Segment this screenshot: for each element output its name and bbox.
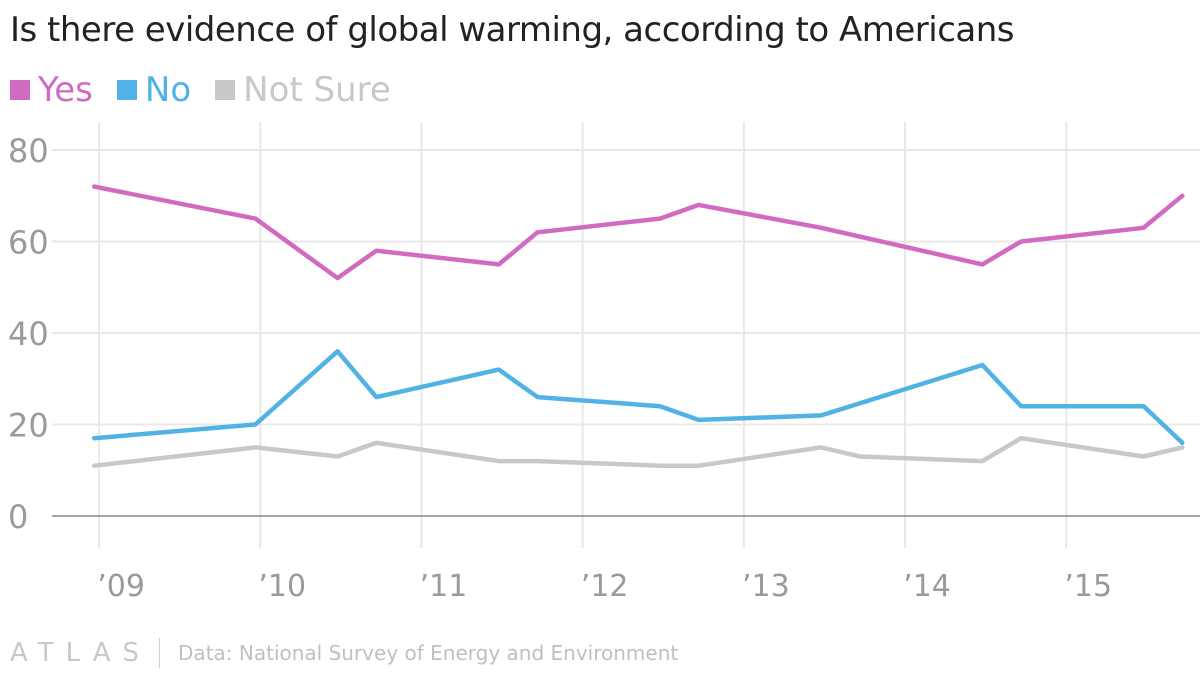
legend-label-no: No [144, 70, 192, 110]
x-tick-label: ’14 [903, 569, 951, 604]
y-tick-label: 80 [8, 132, 49, 170]
y-tick-label: 60 [8, 224, 49, 262]
x-tick-label: ’11 [420, 569, 468, 604]
legend-item-not-sure: Not Sure [215, 70, 391, 110]
y-tick-label: 40 [8, 315, 49, 353]
series-line-no [91, 349, 1185, 446]
footer-divider [159, 638, 161, 668]
footer: ATLAS Data: National Survey of Energy an… [10, 638, 678, 668]
x-tick-label: ’10 [258, 569, 306, 604]
atlas-logo: ATLAS [10, 638, 152, 668]
legend-item-yes: Yes [10, 70, 93, 110]
x-tick-label: ’15 [1064, 569, 1112, 604]
legend-item-no: No [116, 70, 192, 110]
legend-label-yes: Yes [38, 70, 93, 110]
legend-swatch-not-sure [215, 80, 236, 100]
y-tick-label: 0 [8, 498, 28, 536]
legend: Yes No Not Sure [10, 70, 415, 110]
legend-label-not-sure: Not Sure [243, 70, 391, 110]
legend-swatch-yes [10, 80, 30, 100]
x-tick-label: ’09 [97, 569, 145, 604]
x-tick-label: ’12 [581, 569, 629, 604]
x-tick-label: ’13 [742, 569, 790, 604]
chart-title: Is there evidence of global warming, acc… [10, 10, 1015, 50]
line-chart: ’09 ’10 ’11 ’12 ’13 ’14 ’15 0 20 40 60 80 [8, 122, 1200, 604]
legend-swatch-no [116, 80, 137, 100]
y-tick-label: 20 [8, 407, 49, 445]
series-line-yes [91, 184, 1185, 281]
source-note: Data: National Survey of Energy and Envi… [178, 641, 679, 665]
series-line-not-sure [91, 435, 1185, 468]
